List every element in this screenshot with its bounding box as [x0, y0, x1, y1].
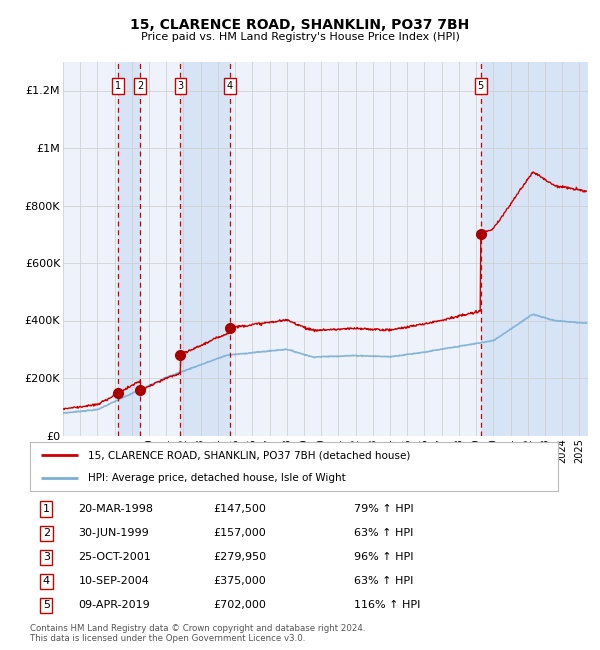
Text: HPI: Average price, detached house, Isle of Wight: HPI: Average price, detached house, Isle… — [88, 473, 346, 482]
Text: This data is licensed under the Open Government Licence v3.0.: This data is licensed under the Open Gov… — [30, 634, 305, 644]
Bar — [481, 62, 588, 436]
Bar — [181, 62, 230, 436]
Text: 25-OCT-2001: 25-OCT-2001 — [79, 552, 151, 562]
Text: 63% ↑ HPI: 63% ↑ HPI — [354, 577, 413, 586]
Text: 30-JUN-1999: 30-JUN-1999 — [79, 528, 149, 538]
Text: 4: 4 — [43, 577, 50, 586]
Text: 15, CLARENCE ROAD, SHANKLIN, PO37 7BH (detached house): 15, CLARENCE ROAD, SHANKLIN, PO37 7BH (d… — [88, 450, 410, 460]
Text: £375,000: £375,000 — [214, 577, 266, 586]
Text: 4: 4 — [227, 81, 233, 91]
Text: 3: 3 — [43, 552, 50, 562]
Text: 2: 2 — [137, 81, 143, 91]
Text: Contains HM Land Registry data © Crown copyright and database right 2024.: Contains HM Land Registry data © Crown c… — [30, 624, 365, 633]
Text: 79% ↑ HPI: 79% ↑ HPI — [354, 504, 413, 514]
Text: 1: 1 — [115, 81, 121, 91]
Text: 63% ↑ HPI: 63% ↑ HPI — [354, 528, 413, 538]
Text: 1: 1 — [43, 504, 50, 514]
Text: £279,950: £279,950 — [214, 552, 267, 562]
Text: 15, CLARENCE ROAD, SHANKLIN, PO37 7BH: 15, CLARENCE ROAD, SHANKLIN, PO37 7BH — [130, 18, 470, 32]
Text: 09-APR-2019: 09-APR-2019 — [79, 601, 151, 610]
Text: £147,500: £147,500 — [214, 504, 266, 514]
Text: 3: 3 — [178, 81, 184, 91]
Bar — [118, 62, 140, 436]
Text: 5: 5 — [478, 81, 484, 91]
Text: Price paid vs. HM Land Registry's House Price Index (HPI): Price paid vs. HM Land Registry's House … — [140, 32, 460, 42]
Text: £157,000: £157,000 — [214, 528, 266, 538]
Text: 96% ↑ HPI: 96% ↑ HPI — [354, 552, 413, 562]
Text: £702,000: £702,000 — [214, 601, 266, 610]
Text: 2: 2 — [43, 528, 50, 538]
Text: 10-SEP-2004: 10-SEP-2004 — [79, 577, 149, 586]
Text: 5: 5 — [43, 601, 50, 610]
Text: 20-MAR-1998: 20-MAR-1998 — [79, 504, 154, 514]
Text: 116% ↑ HPI: 116% ↑ HPI — [354, 601, 421, 610]
